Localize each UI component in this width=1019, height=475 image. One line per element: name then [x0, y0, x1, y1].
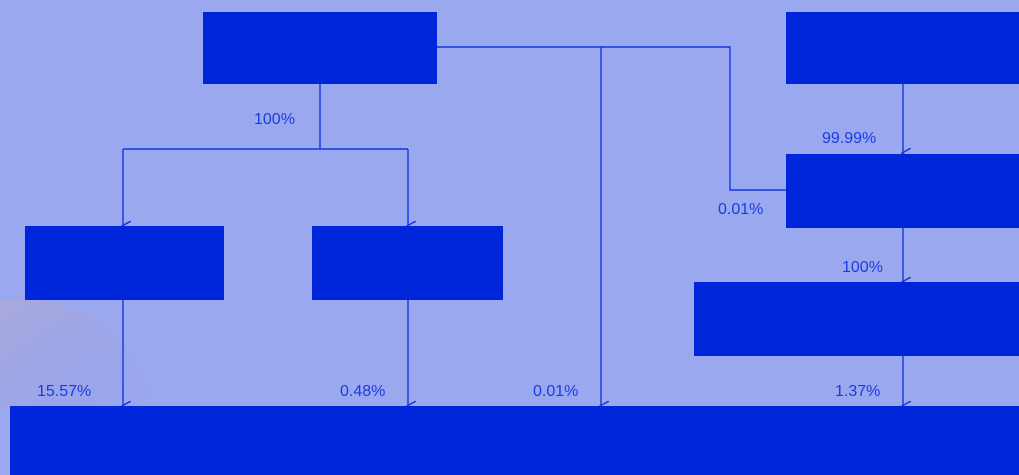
label-center-to-bottom: 0.48% [340, 383, 385, 400]
label-left-to-bottom: 15.57% [37, 383, 91, 400]
label-top-left-split: 100% [254, 111, 295, 128]
label-lower-to-bottom: 1.37% [835, 383, 880, 400]
label-top-right-to-mid: 99.99% [822, 130, 876, 147]
background-smudge [0, 298, 160, 410]
label-top-left-to-mid: 0.01% [718, 201, 763, 218]
box-left-sub-entity [25, 226, 224, 300]
label-mid-to-lower: 100% [842, 259, 883, 276]
box-right-mid-entity [786, 154, 1019, 228]
box-bottom-target-entity [10, 406, 1019, 475]
box-right-lower-entity [694, 282, 1019, 356]
box-top-right-entity [786, 12, 1019, 84]
connector-top-left-to-right-mid [437, 46, 786, 191]
label-top-left-to-bottom: 0.01% [533, 383, 578, 400]
box-top-left-entity [203, 12, 437, 84]
box-center-sub-entity [312, 226, 503, 300]
